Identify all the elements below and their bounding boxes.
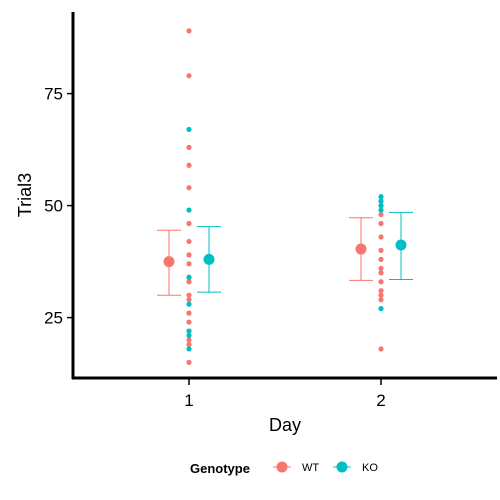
data-point-wt: [378, 256, 384, 262]
data-point-wt: [186, 310, 192, 316]
data-point-ko: [378, 194, 384, 200]
data-point-wt: [186, 297, 192, 303]
x-tick-label: 2: [376, 391, 385, 410]
data-point-ko: [378, 207, 384, 213]
mean-point-wt: [163, 256, 175, 268]
legend-title: Genotype: [190, 461, 250, 476]
mean-point-ko: [203, 253, 215, 265]
legend-label-ko: KO: [362, 462, 378, 474]
data-point-wt: [378, 247, 384, 253]
x-tick-label: 1: [184, 391, 193, 410]
data-point-ko: [186, 332, 192, 339]
y-tick-label: 50: [44, 197, 63, 216]
data-point-ko: [378, 306, 384, 312]
data-point-wt: [378, 292, 384, 298]
legend-key-ko: [336, 461, 348, 473]
legend-key-wt: [276, 461, 288, 473]
data-point-ko: [186, 207, 192, 213]
data-point-wt: [186, 238, 192, 245]
data-point-ko: [186, 126, 192, 133]
data-point-wt: [378, 220, 384, 227]
data-point-wt: [186, 185, 192, 191]
data-point-wt: [186, 279, 192, 285]
data-point-ko: [186, 301, 192, 307]
legend: Genotype WT KO: [190, 461, 378, 476]
data-point-wt: [378, 270, 384, 276]
data-point-wt: [378, 211, 384, 218]
data-point-wt: [186, 359, 192, 365]
data-point-wt: [186, 261, 192, 267]
data-point-wt: [186, 144, 192, 150]
data-point-wt: [186, 220, 192, 227]
data-point-wt: [186, 73, 192, 79]
data-point-wt: [186, 341, 192, 348]
x-axis-title: Day: [269, 415, 301, 435]
y-tick-label: 25: [44, 309, 63, 328]
data-point-wt: [378, 279, 384, 285]
legend-items: WT KO: [273, 461, 378, 474]
data-point-ko: [186, 328, 192, 334]
data-point-ko: [186, 274, 192, 280]
legend-label-wt: WT: [302, 462, 319, 474]
plot-area: [157, 28, 413, 365]
axes: 25 50 75 1 2: [44, 85, 386, 410]
data-point-wt: [186, 252, 192, 258]
y-axis-title: Trial3: [15, 173, 35, 217]
data-point-wt: [378, 297, 384, 303]
mean-point-ko: [395, 239, 407, 251]
data-point-wt: [186, 337, 192, 343]
data-point-wt: [378, 288, 384, 294]
data-point-wt: [378, 346, 384, 352]
data-point-wt: [186, 292, 192, 298]
y-tick-label: 75: [44, 85, 63, 104]
data-point-wt: [378, 265, 384, 271]
data-point-ko: [378, 203, 384, 209]
data-point-wt: [186, 28, 192, 34]
data-point-wt: [186, 319, 192, 325]
data-point-ko: [378, 198, 384, 204]
data-point-wt: [186, 162, 192, 168]
mean-point-wt: [355, 243, 367, 255]
data-point-wt: [378, 234, 384, 240]
data-point-ko: [186, 346, 192, 352]
